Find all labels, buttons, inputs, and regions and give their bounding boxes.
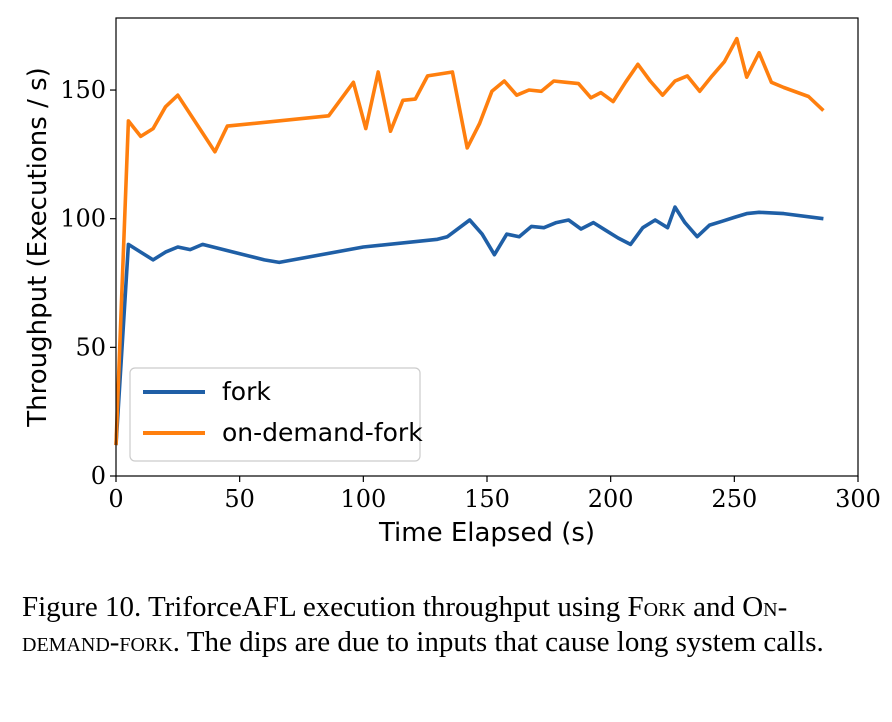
x-tick-label: 150 [464,485,510,513]
caption-suffix: . The dips are due to inputs that cause … [172,626,824,658]
x-axis-label: Time Elapsed (s) [378,518,595,548]
legend-box [129,367,421,462]
caption-term-on-demand-fork: On-demand-fork [22,591,788,658]
caption-prefix: Figure 10. TriforceAFL execution through… [22,591,628,623]
series-line-fork [114,205,824,446]
y-tick-label: 100 [60,205,106,233]
x-tick-label: 300 [835,485,881,513]
legend-label-fork: fork [222,377,271,406]
throughput-chart: 0 50 100 150 200 250 300 0 50 100 150 Time Elapsed… [23,17,881,548]
plot-frame [115,17,859,477]
legend: fork on-demand-fork [129,367,423,462]
plot-lines [114,36,825,446]
y-tick-label: 0 [91,462,106,490]
series-line-on-demand-fork [114,36,825,446]
axis-ticks: 0 50 100 150 200 250 300 0 50 100 150 [60,76,881,513]
y-axis-label: Throughput (Executions / s) [23,67,53,428]
y-tick-label: 50 [75,333,106,361]
x-tick-label: 0 [108,485,123,513]
x-tick-label: 250 [711,485,757,513]
caption-middle: and [685,591,743,623]
caption-term-fork: Fork [627,591,686,623]
legend-label-on-demand-fork: on-demand-fork [222,418,423,447]
x-tick-label: 50 [224,485,255,513]
figure-caption: Figure 10. TriforceAFL execution through… [22,590,884,660]
x-tick-label: 200 [588,485,634,513]
y-tick-label: 150 [60,76,106,104]
x-tick-label: 100 [340,485,386,513]
